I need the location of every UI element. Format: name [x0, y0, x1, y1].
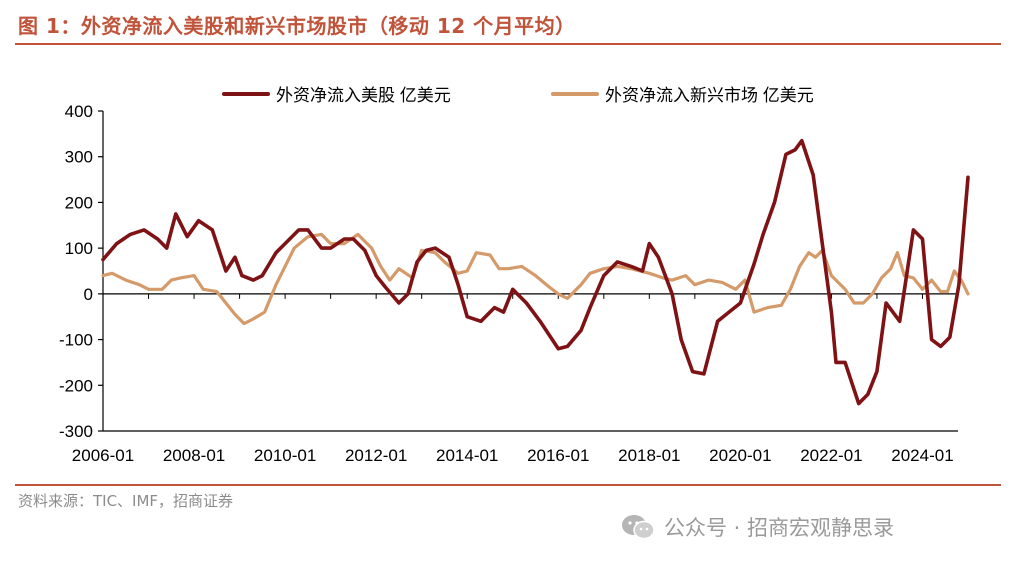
title-rule	[15, 43, 1001, 45]
y-tick-label: -200	[59, 376, 93, 395]
legend-label-em: 外资净流入新兴市场 亿美元	[605, 86, 814, 105]
x-tick-label: 2012-01	[345, 446, 407, 465]
y-tick-label: -100	[59, 331, 93, 350]
axes: 400 300 200 100 0 -100 -200 -300 2006-01 2008-01 2…	[59, 102, 958, 465]
line-chart: 外资净流入美股 亿美元 外资净流入新兴市场 亿美元 400 300 200 100 0 -…	[59, 86, 970, 465]
series-line-us	[101, 138, 970, 406]
y-tick-label: 100	[65, 239, 93, 258]
x-tick-label: 2020-01	[709, 446, 771, 465]
watermark-text: 公众号 · 招商宏观静思录	[664, 516, 895, 540]
y-tick-label: -300	[59, 422, 93, 441]
x-tick-label: 2014-01	[436, 446, 498, 465]
wechat-icon	[622, 515, 655, 540]
x-tick-label: 2006-01	[72, 446, 134, 465]
source-note: 资料来源：TIC、IMF，招商证券	[18, 492, 234, 510]
y-tick-label: 0	[84, 285, 93, 304]
x-tick-label: 2008-01	[163, 446, 225, 465]
series-line-em	[101, 232, 970, 326]
legend-label-us: 外资净流入美股 亿美元	[276, 86, 451, 105]
y-tick-label: 300	[65, 148, 93, 167]
footer-rule	[15, 484, 1001, 486]
y-tick-label: 400	[65, 102, 93, 121]
x-tick-label: 2024-01	[891, 446, 953, 465]
x-tick-label: 2010-01	[254, 446, 316, 465]
x-tick-label: 2016-01	[527, 446, 589, 465]
y-tick-label: 200	[65, 193, 93, 212]
x-tick-label: 2022-01	[800, 446, 862, 465]
x-tick-label: 2018-01	[618, 446, 680, 465]
watermark: 公众号 · 招商宏观静思录	[620, 512, 894, 542]
series-layer	[101, 138, 970, 406]
legend: 外资净流入美股 亿美元 外资净流入新兴市场 亿美元	[222, 86, 814, 105]
figure-title: 图 1：外资净流入美股和新兴市场股市（移动 12 个月平均）	[18, 14, 576, 38]
